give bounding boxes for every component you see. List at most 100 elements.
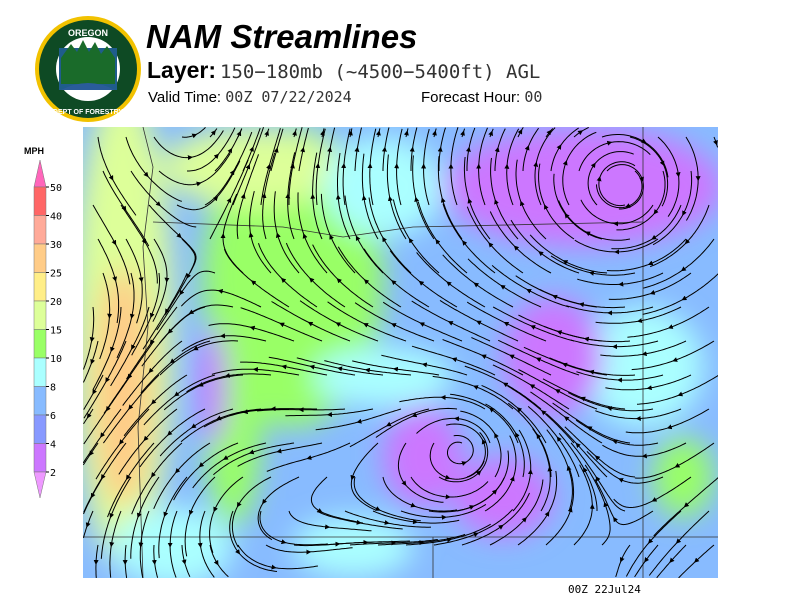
streamline-arrow (644, 556, 650, 563)
streamline-arrow (109, 512, 115, 519)
streamline-arrow (143, 435, 149, 442)
legend-swatch (33, 443, 47, 473)
streamline-arrow (544, 511, 550, 517)
streamline-arrow (587, 426, 593, 431)
streamline-arrow (564, 213, 570, 219)
streamline-arrow (307, 321, 314, 327)
legend-tick-label: 10 (50, 354, 62, 365)
streamline-arrow (649, 290, 656, 295)
streamline-arrow (110, 346, 115, 353)
page-title: NAM Streamlines (146, 18, 418, 55)
streamline-arrow (500, 284, 506, 290)
streamline-arrow (188, 509, 194, 516)
legend-swatch (33, 215, 47, 245)
streamline-arrow (580, 396, 586, 402)
streamline-arrow (355, 235, 361, 242)
streamline-arrow (329, 234, 334, 240)
streamline-arrow (222, 455, 229, 460)
streamline-arrow (165, 308, 170, 314)
streamline-arrow (262, 498, 268, 505)
streamline-arrow (127, 373, 133, 380)
streamline-arrow (435, 238, 441, 245)
streamline-arrow (248, 449, 255, 455)
streamline-arrow (460, 130, 465, 136)
streamline-arrow (566, 465, 572, 471)
streamline-arrow (677, 391, 684, 397)
streamline-arrow (356, 418, 362, 424)
legend-swatch (33, 357, 47, 387)
streamline-arrow (169, 358, 176, 364)
streamline-arrow (653, 209, 659, 215)
streamline-arrow (229, 169, 235, 176)
legend-swatch (33, 414, 47, 444)
legend-arrow-bottom (33, 471, 47, 499)
streamline-arrow (179, 289, 185, 296)
map-timestamp: 00Z 22Jul24 (568, 583, 641, 596)
legend-swatch (33, 329, 47, 359)
streamline-arrow (100, 473, 106, 480)
streamline-arrow (249, 146, 254, 152)
forecast-hour: Forecast Hour: 00 (421, 88, 542, 106)
streamline-arrow (538, 251, 544, 257)
streamline-arrow (535, 357, 542, 363)
streamline-arrow (647, 260, 654, 266)
streamline-arrow (105, 377, 111, 383)
streamline-arrow (136, 512, 142, 519)
streamline-arrow (651, 234, 657, 240)
streamline-arrow (108, 175, 114, 181)
streamline-arrow (556, 144, 562, 150)
legend-swatch (33, 272, 47, 302)
streamline-arrow (213, 153, 219, 160)
streamline-arrow (302, 233, 308, 239)
streamline-arrow (363, 279, 370, 285)
legend-swatch (33, 186, 47, 216)
streamline-arrow (473, 532, 479, 538)
streamline-arrow (682, 210, 687, 216)
streamline-arrow (515, 432, 520, 438)
streamline-arrow (444, 474, 451, 480)
legend-swatch (33, 300, 47, 330)
streamline-arrow (694, 557, 700, 563)
streamline-arrow (513, 245, 520, 251)
streamline-arrow (612, 439, 618, 445)
streamline-arrow (210, 130, 216, 136)
streamline-arrow (562, 260, 569, 265)
streamline-arrow (266, 163, 271, 170)
streamline-arrow (391, 323, 397, 328)
streamline-arrow (111, 239, 117, 246)
streamline-arrow (491, 489, 498, 495)
streamline-arrow (467, 198, 473, 204)
streamline-arrow (554, 389, 561, 394)
streamline-arrow (382, 236, 387, 243)
streamline-arrow (674, 462, 681, 468)
streamline-arrow (519, 200, 525, 207)
streamline-arrow (196, 181, 202, 187)
streamline-arrow (556, 436, 562, 442)
forecast-hour-label: Forecast Hour: (421, 89, 521, 106)
streamline-arrow (524, 145, 530, 151)
streamline-arrow (521, 517, 527, 523)
streamline-arrow (92, 389, 98, 395)
streamline-arrow (280, 277, 287, 284)
streamline-arrow (529, 384, 536, 389)
layer-info: Layer: 150−180mb (~4500−5400ft) AGL (147, 57, 540, 84)
streamline-arrow (411, 412, 418, 418)
legend-tick-label: 20 (50, 297, 62, 308)
streamline-arrow (350, 474, 356, 481)
streamline-arrow (121, 205, 127, 212)
streamline-arrow (236, 501, 242, 508)
streamline-arrow (90, 358, 96, 365)
streamline-arrow (546, 129, 552, 136)
valid-time: Valid Time: 00Z 07/22/2024 (148, 88, 352, 106)
streamline-arrow (489, 407, 495, 413)
streamline-arrow (461, 461, 467, 466)
streamline-arrow (594, 455, 601, 461)
streamline-arrow (280, 539, 287, 545)
streamlines (83, 127, 718, 578)
streamline-arrow (509, 354, 515, 360)
streamline-arrow (684, 238, 691, 245)
oregon-department-of-forestry-logo: OREGON DEPT OF FORESTRY (35, 16, 141, 122)
streamline-arrow (176, 232, 182, 239)
streamline-arrow (125, 474, 131, 481)
streamline-arrow (149, 312, 155, 319)
